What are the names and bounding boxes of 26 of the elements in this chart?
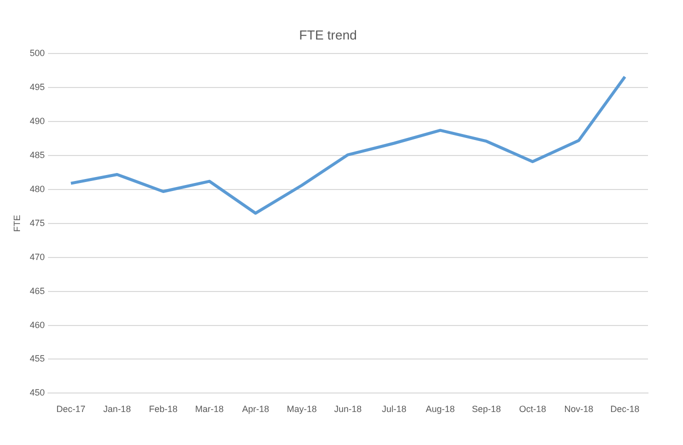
x-tick-label: Dec-18: [610, 404, 640, 414]
x-tick-label: Apr-18: [242, 404, 270, 414]
y-tick-label: 475: [30, 218, 45, 228]
x-tick-label: Feb-18: [148, 404, 178, 414]
x-tick-label: Mar-18: [195, 404, 224, 414]
x-tick-label: Aug-18: [426, 404, 455, 414]
chart-title: FTE trend: [299, 27, 357, 42]
y-tick-label: 485: [30, 150, 45, 160]
y-tick-label: 495: [30, 82, 45, 92]
y-tick-label: 450: [30, 388, 45, 398]
y-axis-title: FTE: [12, 214, 22, 232]
y-tick-label: 480: [30, 184, 45, 194]
y-tick-label: 460: [30, 320, 45, 330]
x-tick-label: May-18: [286, 404, 317, 414]
y-tick-label: 500: [30, 48, 45, 58]
y-tick-label: 455: [30, 354, 45, 364]
x-tick-label: Nov-18: [564, 404, 594, 414]
y-tick-label: 490: [30, 116, 45, 126]
x-tick-label: Jan-18: [103, 404, 131, 414]
x-tick-label: Jun-18: [334, 404, 362, 414]
y-tick-label: 470: [30, 252, 45, 262]
x-tick-label: Jul-18: [382, 404, 406, 414]
x-tick-label: Oct-18: [519, 404, 546, 414]
x-tick-label: Sep-18: [472, 404, 501, 414]
x-tick-label: Dec-17: [56, 404, 86, 414]
y-tick-label: 465: [30, 286, 45, 296]
